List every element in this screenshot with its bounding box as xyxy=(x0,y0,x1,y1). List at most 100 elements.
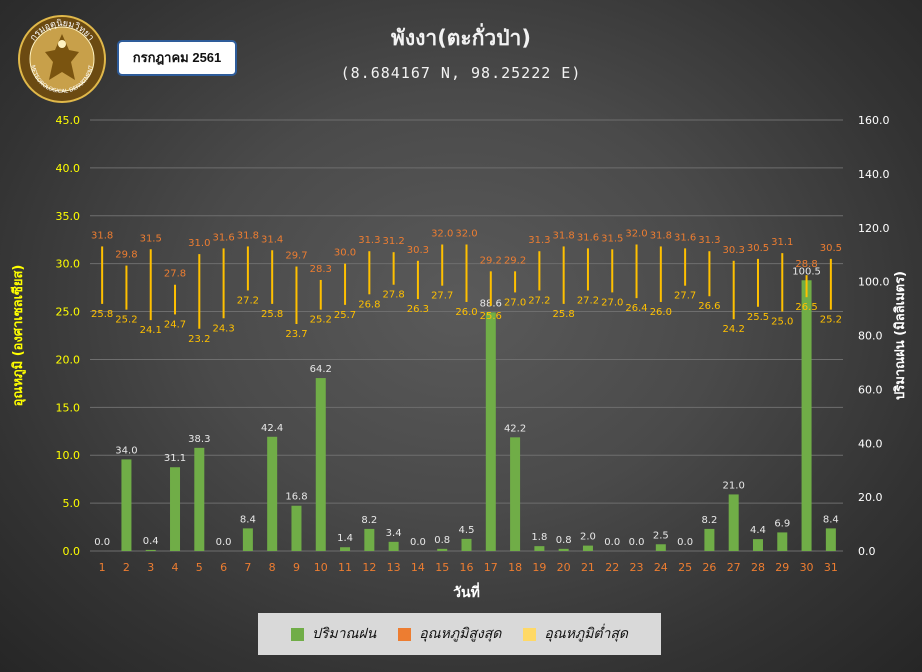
legend-label-min: อุณหภูมิต่ำสุด xyxy=(544,626,629,642)
y-right-tick-label: 20.0 xyxy=(858,491,883,504)
min-temp-label: 27.2 xyxy=(237,295,259,306)
rain-data-label: 3.4 xyxy=(386,528,402,539)
rain-data-label: 0.4 xyxy=(143,536,159,547)
rain-bar xyxy=(534,546,545,551)
y-right-tick-label: 160.0 xyxy=(858,114,890,127)
max-temp-label: 30.5 xyxy=(747,243,769,254)
x-tick-label: 15 xyxy=(435,561,449,574)
max-temp-label: 31.8 xyxy=(237,230,259,241)
x-tick-label: 21 xyxy=(581,561,595,574)
rain-bar xyxy=(558,548,569,551)
min-temp-label: 27.0 xyxy=(504,297,526,308)
y-right-tick-label: 120.0 xyxy=(858,222,890,235)
rain-data-label: 4.4 xyxy=(750,525,766,536)
x-tick-label: 24 xyxy=(654,561,668,574)
max-temp-label: 31.8 xyxy=(650,230,672,241)
y-right-axis-title: ปริมาณฝน (มิลลิเมตร) xyxy=(893,271,908,400)
min-temp-label: 25.8 xyxy=(91,309,113,320)
rain-data-label: 0.0 xyxy=(604,537,620,548)
x-tick-label: 16 xyxy=(460,561,474,574)
y-left-tick-label: 35.0 xyxy=(56,210,81,223)
legend-label-rain: ปริมาณฝน xyxy=(311,626,377,642)
max-temp-label: 32.0 xyxy=(431,229,453,240)
rain-bar xyxy=(752,539,763,551)
rain-data-label: 0.0 xyxy=(216,537,232,548)
max-temp-label: 31.8 xyxy=(91,230,113,241)
x-tick-label: 25 xyxy=(678,561,692,574)
x-tick-label: 7 xyxy=(244,561,251,574)
rain-data-label: 64.2 xyxy=(310,364,332,375)
rain-bar xyxy=(510,437,521,551)
rain-bar xyxy=(145,549,156,551)
max-temp-label: 31.6 xyxy=(577,232,599,243)
y-left-tick-label: 20.0 xyxy=(56,353,81,366)
rain-data-label: 42.4 xyxy=(261,423,283,434)
max-temp-label: 27.8 xyxy=(164,269,186,280)
y-left-tick-label: 15.0 xyxy=(56,401,81,414)
max-temp-label: 29.7 xyxy=(285,251,307,262)
chart-title: พังงา(ตะกั่วป่า) xyxy=(391,26,531,50)
rain-data-label: 8.2 xyxy=(361,515,377,526)
x-tick-label: 29 xyxy=(775,561,789,574)
x-tick-label: 4 xyxy=(172,561,179,574)
y-left-tick-label: 40.0 xyxy=(56,162,81,175)
min-temp-label: 27.2 xyxy=(528,295,550,306)
x-tick-label: 23 xyxy=(630,561,644,574)
y-left-tick-label: 30.0 xyxy=(56,258,81,271)
max-temp-label: 31.3 xyxy=(528,235,550,246)
x-tick-label: 17 xyxy=(484,561,498,574)
max-temp-label: 31.6 xyxy=(674,232,696,243)
rain-bar xyxy=(170,467,181,551)
y-left-tick-label: 25.0 xyxy=(56,306,81,319)
rain-bar xyxy=(655,544,666,551)
rain-bar xyxy=(291,505,302,551)
max-temp-label: 31.4 xyxy=(261,234,283,245)
x-tick-label: 9 xyxy=(293,561,300,574)
max-temp-label: 31.1 xyxy=(771,237,793,248)
y-left-axis-title: อุณหภูมิ (องศาเซลเซียส) xyxy=(10,265,26,407)
rain-data-label: 6.9 xyxy=(774,518,790,529)
rain-data-label: 34.0 xyxy=(115,445,137,456)
rain-bar xyxy=(194,447,205,551)
x-tick-label: 10 xyxy=(314,561,328,574)
rain-bar xyxy=(582,545,593,551)
x-tick-label: 12 xyxy=(362,561,376,574)
max-temp-label: 31.3 xyxy=(358,235,380,246)
legend-label-max: อุณหภูมิสูงสุด xyxy=(419,626,502,642)
rain-bar xyxy=(825,528,836,551)
rain-data-label: 1.8 xyxy=(531,532,547,543)
min-temp-label: 25.2 xyxy=(310,315,332,326)
min-temp-label: 25.5 xyxy=(747,312,769,323)
max-temp-label: 29.2 xyxy=(480,255,502,266)
y-left-tick-label: 45.0 xyxy=(56,114,81,127)
x-tick-label: 30 xyxy=(800,561,814,574)
min-temp-label: 25.7 xyxy=(334,310,356,321)
min-temp-label: 25.6 xyxy=(480,311,502,322)
y-left-tick-label: 0.0 xyxy=(63,545,81,558)
rain-data-label: 0.0 xyxy=(629,537,645,548)
min-temp-label: 26.0 xyxy=(650,307,672,318)
max-temp-label: 31.6 xyxy=(212,232,234,243)
y-right-tick-label: 140.0 xyxy=(858,168,890,181)
rain-data-label: 0.8 xyxy=(434,535,450,546)
max-temp-label: 29.8 xyxy=(115,250,137,261)
rain-data-label: 100.5 xyxy=(792,266,821,277)
max-temp-label: 31.8 xyxy=(553,230,575,241)
max-temp-label: 28.3 xyxy=(310,264,332,275)
rain-bar xyxy=(437,548,448,551)
min-temp-label: 24.7 xyxy=(164,319,186,330)
y-left-tick-label: 10.0 xyxy=(56,449,81,462)
y-right-tick-label: 100.0 xyxy=(858,276,890,289)
rain-data-label: 8.4 xyxy=(240,514,256,525)
rain-data-label: 21.0 xyxy=(723,480,745,491)
rain-data-label: 2.5 xyxy=(653,530,669,541)
x-tick-label: 22 xyxy=(605,561,619,574)
min-temp-label: 23.7 xyxy=(285,329,307,340)
x-tick-label: 11 xyxy=(338,561,352,574)
min-temp-label: 27.8 xyxy=(382,290,404,301)
min-temp-label: 27.7 xyxy=(431,291,453,302)
legend: ปริมาณฝน อุณหภูมิสูงสุด อุณหภูมิต่ำสุด xyxy=(258,613,661,655)
max-temp-label: 30.3 xyxy=(407,245,429,256)
rain-bar xyxy=(315,378,326,551)
